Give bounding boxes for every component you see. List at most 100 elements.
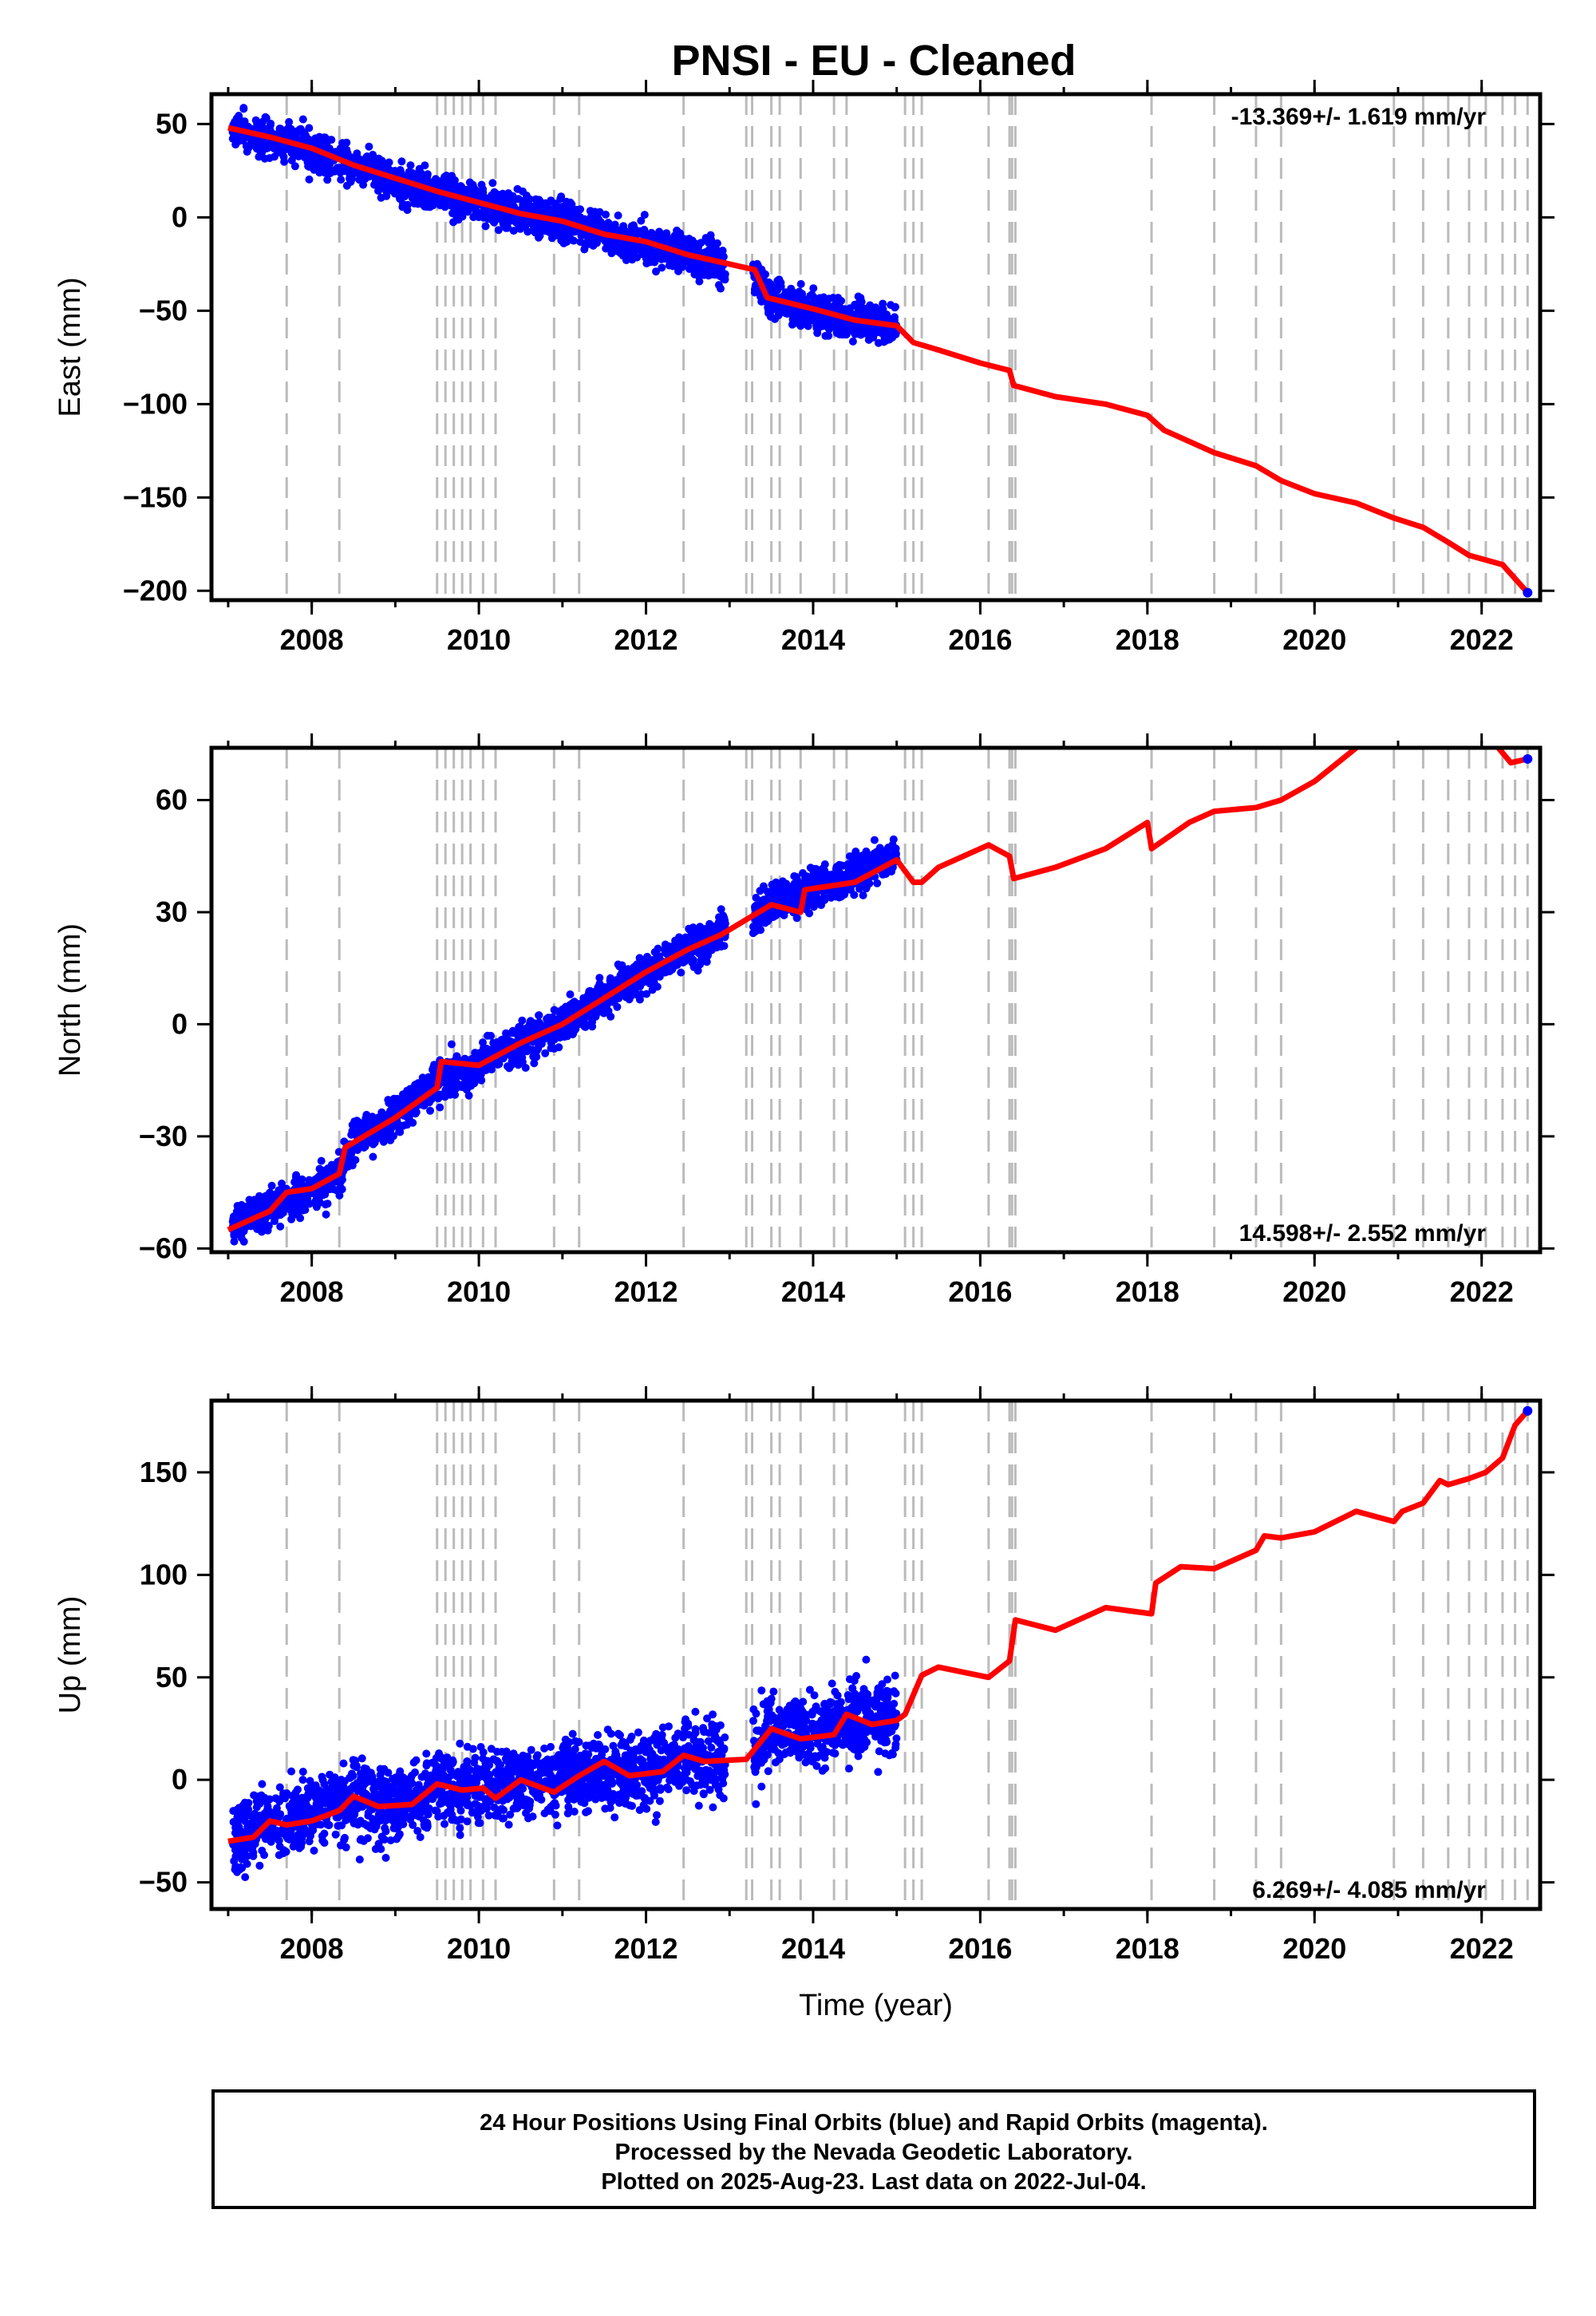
east-data-point (425, 203, 434, 211)
east-data-point (349, 154, 358, 163)
north-model-line (227, 748, 1358, 1233)
north-data-point (637, 990, 646, 998)
north-data-point (636, 982, 644, 991)
east-data-point (658, 263, 666, 272)
north-data-point (289, 1205, 298, 1214)
north-data-point (350, 1117, 359, 1126)
north-data-point (528, 1027, 537, 1036)
east-data-point (486, 210, 495, 218)
east-data-point (843, 308, 852, 317)
east-data-point (449, 218, 458, 227)
north-data-point (689, 935, 697, 944)
north-data-point (599, 1008, 608, 1017)
north-data-point (314, 1195, 323, 1203)
north-data-point (595, 974, 604, 982)
north-panel: 2008 2010 2012 2014 2016 2018 2020 202260300−30… (53, 733, 1555, 1308)
north-data-point (775, 890, 784, 898)
east-data-point (499, 193, 508, 202)
east-data-point (544, 209, 553, 217)
up-data-point (875, 1747, 883, 1756)
east-data-point (588, 211, 596, 220)
north-data-point (281, 1203, 290, 1211)
east-data-point (323, 176, 332, 184)
east-data-point (341, 167, 349, 176)
east-data-point (679, 239, 688, 247)
east-data-point (602, 222, 611, 231)
east-data-point (415, 164, 424, 173)
north-data-point (661, 940, 670, 949)
east-x-tick-label: 2010 (447, 623, 511, 656)
north-data-point (502, 1029, 510, 1037)
north-data-point (650, 948, 659, 956)
north-data-point (332, 1186, 341, 1195)
east-model-line (227, 124, 1530, 595)
north-last-point (1523, 754, 1533, 765)
east-data-point (403, 200, 412, 209)
north-y-axis-label: North (mm) (53, 923, 87, 1077)
east-data-point (545, 220, 554, 228)
east-y-axis-label: East (mm) (53, 277, 87, 417)
east-data-point (853, 303, 862, 312)
east-data-point (261, 113, 270, 121)
north-data-point (404, 1092, 413, 1101)
north-data-point (526, 1018, 535, 1027)
north-data-point (708, 946, 716, 954)
east-data-point (863, 307, 872, 315)
east-data-point (637, 216, 646, 225)
east-data-point (580, 245, 589, 254)
north-data-point (756, 900, 764, 909)
east-frame (209, 92, 1543, 603)
up-data-point (416, 1833, 425, 1841)
east-data-point (531, 217, 539, 226)
east-data-point (369, 153, 377, 162)
east-data-point (674, 232, 683, 241)
north-data-point (292, 1171, 301, 1180)
east-data-point (375, 184, 384, 193)
east-data-point (717, 270, 725, 279)
north-data-point (569, 1030, 577, 1038)
north-data-point (452, 1085, 460, 1093)
north-data-point (695, 950, 704, 958)
east-data-point (891, 303, 899, 312)
east-data-point (766, 280, 775, 289)
east-data-point (464, 207, 472, 216)
north-data-point (606, 1012, 615, 1021)
north-data-point (768, 887, 777, 895)
east-data-point (652, 267, 660, 276)
east-data-point (365, 142, 373, 151)
east-data-point (821, 331, 830, 340)
east-data-point (658, 251, 666, 259)
east-data-point (362, 153, 370, 162)
north-data-point (862, 860, 871, 868)
east-data-point (488, 179, 497, 188)
north-data-point (760, 919, 769, 927)
north-rate-label: 14.598+/- 2.552 mm/yr (1239, 1220, 1487, 1247)
east-data-point (792, 313, 800, 322)
north-x-tick-label: 2010 (447, 1275, 511, 1308)
north-data-point (514, 1061, 523, 1069)
east-y-tick-label: −50 (139, 294, 188, 326)
east-data-point (617, 243, 626, 251)
east-data-point (410, 200, 419, 207)
north-data-point (693, 966, 702, 975)
north-data-point (354, 1146, 361, 1154)
east-data-point (777, 308, 786, 317)
east-data-point (508, 192, 517, 200)
north-data-point (317, 1156, 326, 1165)
north-data-point (653, 982, 662, 991)
east-data-point (765, 302, 774, 311)
east-data-point (622, 256, 630, 264)
east-data-point (750, 285, 759, 294)
north-data-point (249, 1202, 258, 1211)
east-x-tick-label: 2022 (1450, 623, 1514, 656)
east-data-point (640, 211, 649, 219)
north-x-tick-label: 2022 (1450, 1275, 1514, 1308)
north-data-point (685, 924, 693, 933)
east-data-point (712, 245, 721, 254)
east-data-point (455, 186, 464, 195)
east-data-point (285, 117, 294, 126)
east-data-point (812, 324, 821, 332)
north-data-point (870, 836, 879, 844)
east-data-point (358, 175, 365, 184)
east-data-point (286, 124, 295, 133)
